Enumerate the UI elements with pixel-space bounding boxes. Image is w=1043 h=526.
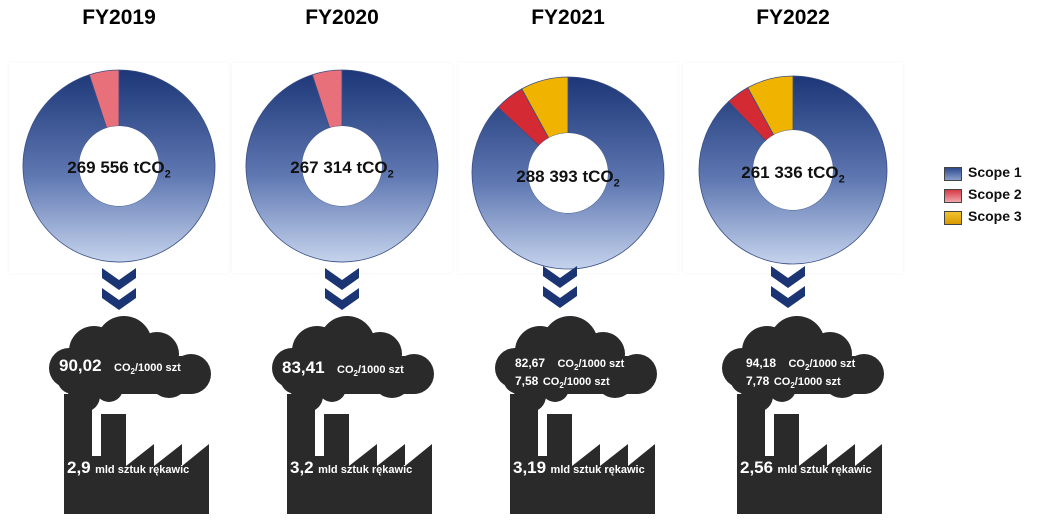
production-label-1: 3,2 mld sztuk rękawic bbox=[290, 458, 413, 477]
intensity-label-1-0: 83,41 CO2/1000 szt bbox=[282, 358, 404, 379]
donut-total-3: 261 336 tCO2 bbox=[741, 163, 845, 186]
chevron-down-icon-1 bbox=[325, 268, 359, 310]
intensity-label-3-0: 94,18 CO2/1000 szt bbox=[746, 356, 856, 373]
legend-label-scope2: Scope 2 bbox=[968, 186, 1022, 202]
legend-swatch-scope1 bbox=[944, 167, 962, 181]
factory-panel-2: 82,67 CO2/1000 szt 7,58 CO2/1000 szt 3,1… bbox=[455, 296, 675, 526]
year-title-1: FY2020 bbox=[305, 6, 379, 29]
donut-total-1: 267 314 tCO2 bbox=[290, 158, 394, 181]
factory-icon-3 bbox=[722, 316, 884, 514]
intensity-label-0-0: 90,02 CO2/1000 szt bbox=[59, 356, 181, 377]
factory-panel-1: 83,41 CO2/1000 szt 3,2 mld sztuk rękawic bbox=[232, 296, 452, 526]
intensity-label-3-1: 7,78 CO2/1000 szt bbox=[746, 374, 841, 391]
donut-chart-2 bbox=[471, 76, 665, 270]
donut-chart-1 bbox=[245, 69, 439, 263]
donut-hole bbox=[528, 133, 608, 213]
production-label-2: 3,19 mld sztuk rękawic bbox=[513, 458, 645, 477]
legend-label-scope3: Scope 3 bbox=[968, 208, 1022, 224]
donut-panel-1: 267 314 tCO2 bbox=[232, 63, 452, 273]
donut-chart-0 bbox=[22, 69, 216, 263]
chevron-down-icon-0 bbox=[102, 268, 136, 310]
factory-icon-2 bbox=[495, 316, 657, 514]
donut-total-2: 288 393 tCO2 bbox=[516, 167, 620, 190]
donut-hole bbox=[302, 126, 382, 206]
factory-panel-0: 90,02 CO2/1000 szt 2,9 mld sztuk rękawic bbox=[9, 296, 229, 526]
legend-swatch-scope3 bbox=[944, 211, 962, 225]
factory-panel-3: 94,18 CO2/1000 szt 7,78 CO2/1000 szt 2,5… bbox=[682, 296, 902, 526]
chevron-down-icon-2 bbox=[543, 266, 577, 308]
donut-total-0: 269 556 tCO2 bbox=[67, 158, 171, 181]
donut-chart-3 bbox=[698, 75, 888, 265]
year-title-3: FY2022 bbox=[756, 6, 830, 29]
legend-swatch-scope2 bbox=[944, 189, 962, 203]
production-label-3: 2,56 mld sztuk rękawic bbox=[740, 458, 872, 477]
donut-hole bbox=[79, 126, 159, 206]
intensity-label-2-1: 7,58 CO2/1000 szt bbox=[515, 374, 610, 391]
donut-panel-0: 269 556 tCO2 bbox=[9, 63, 229, 273]
donut-panel-2: 288 393 tCO2 bbox=[458, 63, 678, 273]
legend-label-scope1: Scope 1 bbox=[968, 164, 1022, 180]
chevron-down-icon-3 bbox=[771, 266, 805, 308]
intensity-label-2-0: 82,67 CO2/1000 szt bbox=[515, 356, 625, 373]
factory-icon-1 bbox=[272, 316, 434, 514]
production-label-0: 2,9 mld sztuk rękawic bbox=[67, 458, 190, 477]
factory-icon-0 bbox=[49, 316, 211, 514]
donut-panel-3: 261 336 tCO2 bbox=[683, 63, 903, 273]
year-title-2: FY2021 bbox=[531, 6, 605, 29]
donut-hole bbox=[753, 130, 833, 210]
year-title-0: FY2019 bbox=[82, 6, 156, 29]
